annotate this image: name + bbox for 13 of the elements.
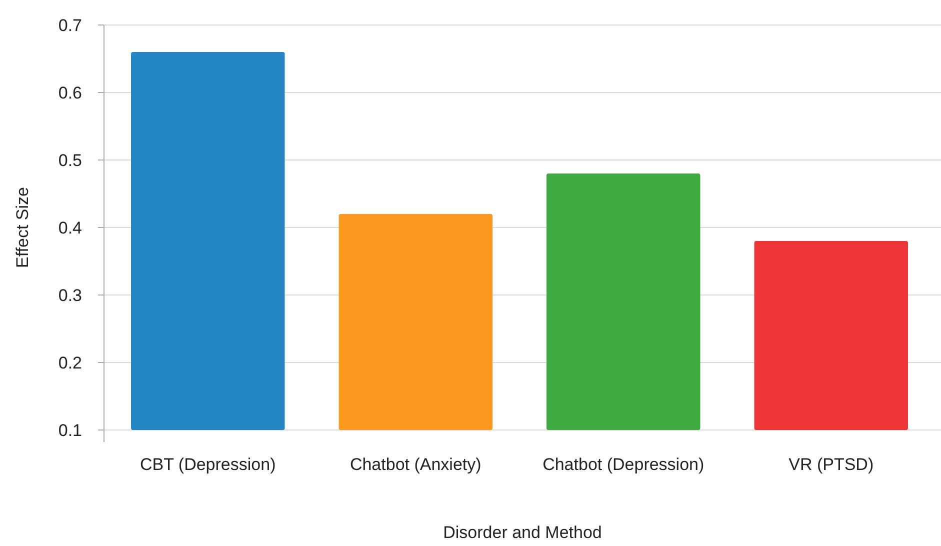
y-tick-label: 0.7 [58,16,82,35]
y-tick-label: 0.1 [58,420,82,440]
x-axis-title: Disorder and Method [443,523,602,542]
y-tick-label: 0.6 [58,83,82,102]
x-tick-label: Chatbot (Depression) [542,455,704,474]
y-tick-label: 0.5 [58,150,82,170]
x-tick-label: Chatbot (Anxiety) [350,455,482,474]
x-tick-label: CBT (Depression) [140,455,276,474]
y-tick-label: 0.3 [58,286,82,305]
y-tick-label: 0.4 [58,218,82,238]
y-axis-title: Effect Size [13,187,32,268]
y-tick-label: 0.2 [58,353,82,372]
x-tick-label: VR (PTSD) [788,455,874,474]
